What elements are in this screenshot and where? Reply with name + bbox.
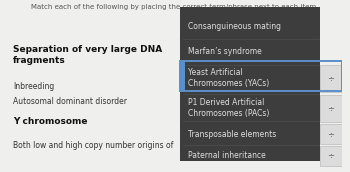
Text: Both low and high copy number origins of: Both low and high copy number origins of bbox=[13, 141, 174, 150]
Bar bbox=[180, 7, 320, 161]
Text: Y chromosome: Y chromosome bbox=[13, 117, 88, 126]
Text: ÷: ÷ bbox=[328, 151, 335, 160]
Bar bbox=[180, 61, 185, 91]
Bar bbox=[320, 124, 342, 144]
Bar bbox=[320, 146, 342, 165]
Bar bbox=[320, 95, 342, 122]
Text: Yeast Artificial
Chromosomes (YACs): Yeast Artificial Chromosomes (YACs) bbox=[188, 68, 270, 88]
Text: ÷: ÷ bbox=[328, 74, 335, 83]
Bar bbox=[320, 65, 342, 92]
Bar bbox=[180, 61, 342, 91]
Text: Marfan’s syndrome: Marfan’s syndrome bbox=[188, 47, 262, 56]
Text: Transposable elements: Transposable elements bbox=[188, 130, 276, 139]
Text: P1 Derived Artificial
Chromosomes (PACs): P1 Derived Artificial Chromosomes (PACs) bbox=[188, 98, 270, 118]
Text: Match each of the following by placing the correct term/phrase next to each item: Match each of the following by placing t… bbox=[31, 4, 319, 10]
Text: Inbreeding: Inbreeding bbox=[13, 82, 54, 91]
Text: Autosomal dominant disorder: Autosomal dominant disorder bbox=[13, 97, 127, 106]
Text: Separation of very large DNA
fragments: Separation of very large DNA fragments bbox=[13, 45, 162, 65]
Text: ÷: ÷ bbox=[328, 104, 335, 113]
Text: ÷: ÷ bbox=[328, 130, 335, 139]
Text: Paternal inheritance: Paternal inheritance bbox=[188, 151, 266, 160]
Text: Consanguineous mating: Consanguineous mating bbox=[188, 22, 281, 31]
